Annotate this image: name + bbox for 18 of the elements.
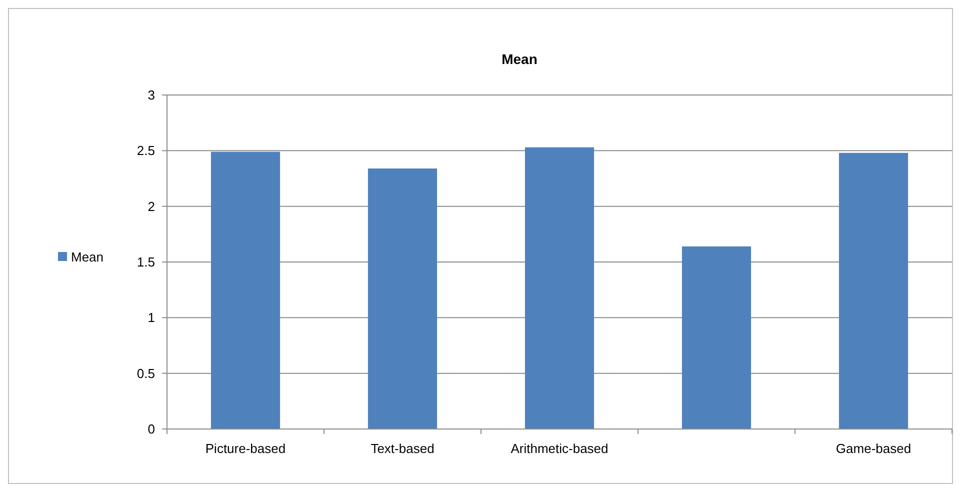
- x-tick-label: Arithmetic-based: [510, 441, 608, 456]
- y-tick-label: 2.5: [136, 143, 155, 158]
- x-tick-label: Text-based: [370, 441, 434, 456]
- bar: [524, 147, 594, 429]
- bar: [682, 246, 752, 429]
- legend-label: Mean: [71, 250, 104, 265]
- bar: [838, 152, 908, 429]
- bar: [210, 152, 280, 429]
- x-tick-label: Game-based: [836, 441, 912, 456]
- y-tick-label: 3: [148, 88, 155, 103]
- x-tick-label: Picture-based: [205, 441, 286, 456]
- y-tick-label: 1: [148, 310, 155, 326]
- y-tick-label: 0: [148, 422, 155, 437]
- y-tick-label: 1.5: [136, 254, 155, 270]
- y-tick-label: 2: [148, 198, 155, 214]
- bar: [368, 168, 438, 429]
- y-tick-label: 0.5: [136, 366, 155, 381]
- chart-title: Mean: [502, 51, 538, 67]
